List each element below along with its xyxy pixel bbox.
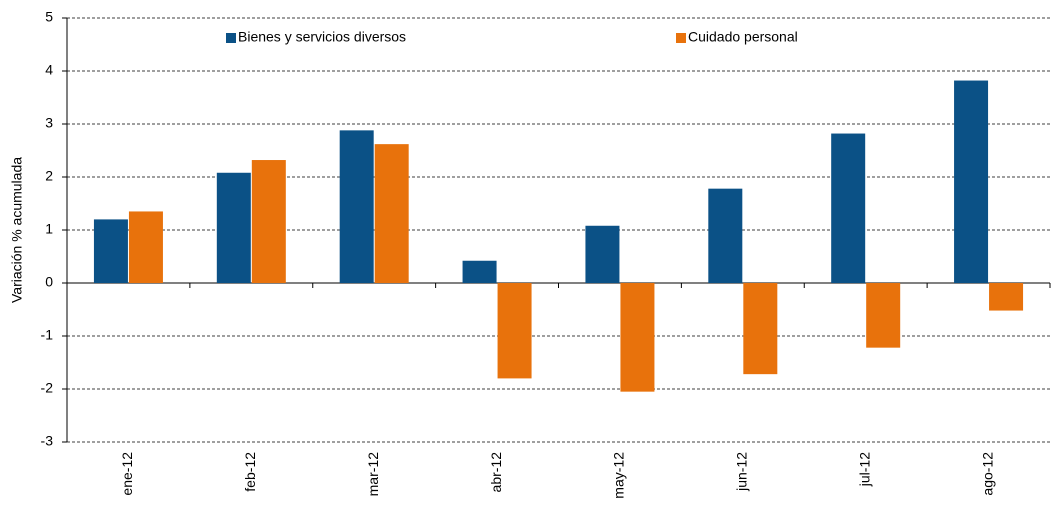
bar: [866, 283, 901, 348]
bar: [216, 172, 251, 283]
bar: [128, 211, 163, 283]
bar: [989, 283, 1024, 311]
bar: [708, 188, 743, 283]
x-tick-label: jun-12: [734, 452, 750, 492]
bar: [251, 160, 286, 283]
bar: [339, 130, 374, 283]
bar: [620, 283, 655, 392]
bar: [585, 225, 620, 283]
y-tick-label: 4: [45, 62, 53, 78]
y-tick-label: 0: [45, 274, 53, 290]
y-tick-label: 1: [45, 221, 53, 237]
x-tick-label: ene-12: [119, 452, 135, 496]
bar: [954, 80, 989, 283]
y-tick-label: -3: [41, 433, 54, 449]
x-tick-label: abr-12: [488, 452, 504, 493]
x-tick-label: ago-12: [979, 452, 995, 496]
legend-label: Cuidado personal: [688, 29, 798, 45]
y-tick-label: 2: [45, 168, 53, 184]
legend-label: Bienes y servicios diversos: [238, 29, 406, 45]
x-tick-label: jul-12: [856, 452, 872, 487]
legend-swatch: [226, 33, 236, 43]
bar: [831, 133, 866, 283]
bar: [743, 283, 778, 375]
legend-swatch: [676, 33, 686, 43]
y-tick-label: 5: [45, 9, 53, 25]
x-tick-label: feb-12: [242, 452, 258, 492]
y-tick-label: 3: [45, 115, 53, 131]
y-axis-label: Variación % acumulada: [9, 157, 25, 303]
bar: [497, 283, 532, 379]
bar: [93, 219, 128, 283]
x-tick-label: may-12: [611, 452, 627, 499]
bar: [462, 260, 497, 283]
bar: [374, 144, 409, 283]
x-tick-label: mar-12: [365, 452, 381, 497]
y-tick-label: -2: [41, 380, 54, 396]
y-tick-label: -1: [41, 327, 54, 343]
